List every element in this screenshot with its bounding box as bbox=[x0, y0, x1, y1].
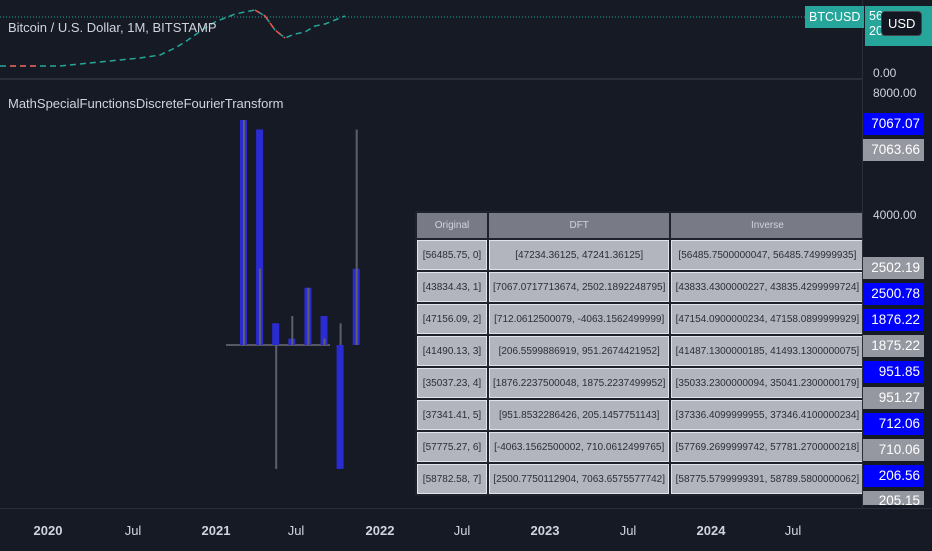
time-label: 2022 bbox=[365, 523, 395, 538]
cell-dft: [47234.36125, 47241.36125] bbox=[489, 240, 670, 270]
header-original: Original bbox=[417, 213, 487, 238]
cell-inverse: [41487.1300000185, 41493.1300000075] bbox=[671, 336, 864, 366]
time-label: 2023 bbox=[530, 523, 560, 538]
time-label: 2021 bbox=[201, 523, 231, 538]
indicator-title[interactable]: MathSpecialFunctionsDiscreteFourierTrans… bbox=[8, 96, 284, 111]
table-row: [37341.41, 5] [951.8532286426, 205.145775… bbox=[417, 400, 864, 430]
scale-value-tag: 2500.78 bbox=[863, 283, 924, 305]
dft-bar bbox=[256, 129, 264, 345]
scale-value-tag: 1876.22 bbox=[863, 309, 924, 331]
scale-label: 4000.00 bbox=[873, 208, 917, 222]
cell-original: [58782.58, 7] bbox=[417, 464, 487, 494]
cell-inverse: [47154.0900000234, 47158.0899999929] bbox=[671, 304, 864, 334]
price-candles bbox=[0, 9, 862, 67]
time-axis[interactable]: 2020 Jul 2021 Jul 2022 Jul 2023 Jul 2024 Jul bbox=[0, 508, 932, 551]
scale-label: 8000.00 bbox=[873, 86, 917, 100]
cell-inverse: [35033.2300000094, 35041.2300000179] bbox=[671, 368, 864, 398]
time-label: Jul bbox=[453, 523, 471, 538]
ticker-badge[interactable]: BTCUSD bbox=[805, 6, 865, 28]
table-row: [47156.09, 2] [712.0612500079, -4063.1562… bbox=[417, 304, 864, 334]
table-row: [43834.43, 1] [7067.0717713674, 2502.1892… bbox=[417, 272, 864, 302]
scale-value-tag: 712.06 bbox=[863, 413, 924, 435]
dft-bar bbox=[291, 315, 294, 345]
scale-value-tag: 951.85 bbox=[863, 361, 924, 383]
scale-value-tag: 951.27 bbox=[863, 387, 924, 409]
cell-original: [35037.23, 4] bbox=[417, 368, 487, 398]
cell-inverse: [58775.5799999391, 58789.5800000062] bbox=[671, 464, 864, 494]
cell-dft: [2500.7750112904, 7063.6575577742] bbox=[489, 464, 670, 494]
table-row: [41490.13, 3] [206.5599886919, 951.267442… bbox=[417, 336, 864, 366]
dft-bar bbox=[243, 120, 245, 345]
scale-value-tag: 1875.22 bbox=[863, 335, 924, 357]
table-row: [57775.27, 6] [-4063.1562500002, 710.0612… bbox=[417, 432, 864, 462]
cell-original: [41490.13, 3] bbox=[417, 336, 487, 366]
dft-bar bbox=[307, 287, 310, 345]
cell-original: [57775.27, 6] bbox=[417, 432, 487, 462]
header-dft: DFT bbox=[489, 213, 670, 238]
cell-dft: [-4063.1562500002, 710.0612499765] bbox=[489, 432, 670, 462]
time-label: Jul bbox=[784, 523, 802, 538]
cell-dft: [712.0612500079, -4063.1562499999] bbox=[489, 304, 670, 334]
cell-original: [56485.75, 0] bbox=[417, 240, 487, 270]
table-row: [58782.58, 7] [2500.7750112904, 7063.6575… bbox=[417, 464, 864, 494]
dft-bar bbox=[320, 315, 328, 345]
time-label: 2024 bbox=[696, 523, 726, 538]
price-scale-zero: 0.00 bbox=[873, 66, 897, 80]
dft-bar bbox=[275, 345, 278, 469]
scale-value-tag: 2502.19 bbox=[863, 257, 924, 279]
cell-dft: [951.8532286426, 205.1457751143] bbox=[489, 400, 670, 430]
cell-inverse: [57769.2699999742, 57781.2700000218] bbox=[671, 432, 864, 462]
cell-dft: [206.5599886919, 951.2674421952] bbox=[489, 336, 670, 366]
dft-bar bbox=[339, 323, 342, 345]
table-row: [35037.23, 4] [1876.2237500048, 1875.2237… bbox=[417, 368, 864, 398]
price-scale[interactable]: BTCUSD 56 5 20d 14h 0.00 8000.004000.007… bbox=[805, 0, 932, 550]
cell-dft: [1876.2237500048, 1875.2237499952] bbox=[489, 368, 670, 398]
scale-value-tag: 710.06 bbox=[863, 439, 924, 461]
cell-inverse: [37336.4099999955, 37346.4100000234] bbox=[671, 400, 864, 430]
cell-original: [37341.41, 5] bbox=[417, 400, 487, 430]
scale-value-tag: 7067.07 bbox=[863, 113, 924, 135]
cell-original: [47156.09, 2] bbox=[417, 304, 487, 334]
dft-table: Original DFT Inverse [56485.75, 0] [47234… bbox=[415, 211, 866, 496]
pane-divider[interactable] bbox=[0, 78, 932, 80]
time-label: Jul bbox=[619, 523, 637, 538]
table-row: [56485.75, 0] [47234.36125, 47241.36125][… bbox=[417, 240, 864, 270]
cell-inverse: [56485.7500000047, 56485.749999935] bbox=[671, 240, 864, 270]
currency-button[interactable]: USD bbox=[881, 11, 923, 36]
cell-dft: [7067.0717713674, 2502.1892248795] bbox=[489, 272, 670, 302]
header-inverse: Inverse bbox=[671, 213, 864, 238]
dft-bar bbox=[272, 323, 280, 345]
price-pane[interactable]: Bitcoin / U.S. Dollar, 1M, BITSTAMP bbox=[0, 0, 862, 78]
scale-value-tag: 205.15 bbox=[863, 491, 924, 505]
time-label: 2020 bbox=[33, 523, 63, 538]
dft-bar bbox=[259, 268, 262, 345]
cell-original: [43834.43, 1] bbox=[417, 272, 487, 302]
dft-bar bbox=[355, 129, 358, 345]
symbol-title[interactable]: Bitcoin / U.S. Dollar, 1M, BITSTAMP bbox=[8, 20, 217, 35]
table-header-row: Original DFT Inverse bbox=[417, 213, 864, 238]
dft-bars bbox=[226, 120, 360, 469]
cell-inverse: [43833.4300000227, 43835.4299999724] bbox=[671, 272, 864, 302]
scale-value-tag: 206.56 bbox=[863, 465, 924, 487]
dft-bar bbox=[336, 345, 344, 469]
time-label: Jul bbox=[287, 523, 305, 538]
time-label: Jul bbox=[124, 523, 142, 538]
dft-bar bbox=[323, 338, 326, 345]
scale-value-tag: 7063.66 bbox=[863, 139, 924, 161]
